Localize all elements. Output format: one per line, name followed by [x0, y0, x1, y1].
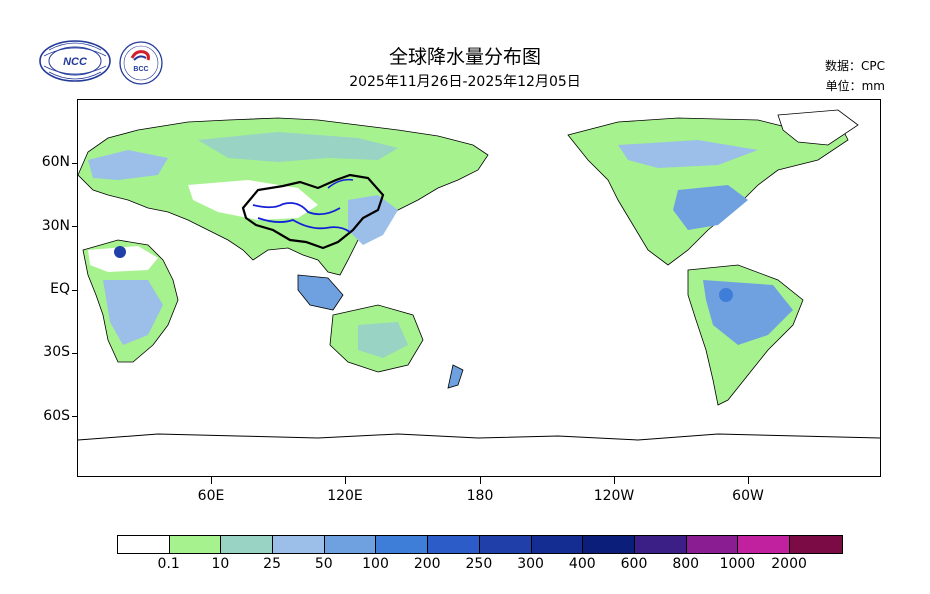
- lat-label-30s: 30S: [43, 344, 70, 360]
- lat-tick: [72, 353, 78, 354]
- lon-tick: [480, 477, 481, 484]
- ncc-logo: NCC: [38, 38, 112, 84]
- colorbar-swatch: [738, 536, 790, 553]
- colorbar-swatch: [479, 536, 532, 553]
- precip-maximum-africa: [114, 246, 126, 258]
- precip-maximum-amazon: [719, 288, 733, 302]
- lon-tick: [345, 477, 346, 484]
- lat-label-60n: 60N: [41, 154, 70, 170]
- lon-tick: [614, 477, 615, 484]
- lon-label-60w: 60W: [732, 488, 764, 504]
- date-range: 2025年11月26日-2025年12月05日: [349, 74, 581, 90]
- precip-australia: [358, 322, 408, 358]
- colorbar-level-label: 50: [314, 556, 333, 572]
- lat-tick: [72, 163, 78, 164]
- precip-europe: [88, 150, 168, 180]
- colorbar-level-label: 10: [211, 556, 230, 572]
- colorbar-swatch: [583, 536, 635, 553]
- precip-southeast-asia: [297, 274, 344, 311]
- lat-label-eq: EQ: [50, 281, 70, 297]
- lat-label-30n: 30N: [41, 218, 70, 234]
- lon-tick: [211, 477, 212, 484]
- lon-label-120w: 120W: [593, 488, 635, 504]
- colorbar-swatch: [686, 536, 739, 553]
- lat-tick: [72, 416, 78, 417]
- colorbar-level-label: 0.1: [157, 556, 180, 572]
- precip-east-asia: [348, 195, 398, 245]
- colorbar-level-label: 25: [263, 556, 281, 572]
- colorbar-level-label: 100: [362, 556, 389, 572]
- precip-central-africa: [103, 280, 163, 345]
- unit-label: 单位：mm: [825, 79, 885, 93]
- colorbar-swatch: [324, 536, 377, 553]
- precip-siberia: [198, 132, 398, 162]
- colorbar-swatch: [273, 536, 325, 553]
- colorbar-swatch: [634, 536, 687, 553]
- map-canvas: [78, 109, 880, 441]
- lat-tick: [72, 290, 78, 291]
- colorbar-swatch: [221, 536, 274, 553]
- precip-eastern-us: [673, 185, 748, 230]
- yangtze-river: [257, 217, 351, 233]
- bcc-logo: BCC: [118, 40, 164, 86]
- landmass-antarctica: [78, 433, 880, 441]
- amur-river: [327, 178, 354, 189]
- colorbar-level-label: 250: [465, 556, 493, 572]
- lon-label-180: 180: [466, 488, 494, 504]
- yellow-river: [252, 202, 341, 216]
- china-border: [241, 173, 385, 250]
- svg-text:BCC: BCC: [133, 66, 148, 73]
- data-source-label: 数据：CPC: [825, 59, 885, 73]
- lon-label-60e: 60E: [197, 488, 225, 504]
- colorbar-level-label: 300: [517, 556, 544, 572]
- lat-tick: [72, 226, 78, 227]
- precip-canada: [618, 140, 758, 168]
- colorbar-level-label: 600: [620, 556, 648, 572]
- colorbar-level-label: 400: [568, 556, 596, 572]
- colorbar-swatch: [118, 536, 170, 553]
- colorbar-swatch: [428, 536, 480, 553]
- lon-tick: [748, 477, 749, 484]
- colorbar-swatch: [376, 536, 429, 553]
- colorbar-level-label: 2000: [771, 556, 807, 572]
- landmass-new-zealand: [447, 364, 464, 389]
- colorbar-level-label: 1000: [719, 556, 756, 572]
- colorbar-swatch: [169, 536, 222, 553]
- colorbar-swatch: [531, 536, 584, 553]
- map-title: 全球降水量分布图: [388, 46, 541, 68]
- precipitation-map: [77, 99, 881, 477]
- svg-text:NCC: NCC: [63, 56, 88, 68]
- landmass-greenland: [777, 109, 859, 146]
- dry-central-asia: [188, 180, 318, 220]
- dry-sahara: [88, 246, 158, 272]
- colorbar-level-label: 800: [672, 556, 700, 572]
- lon-label-120e: 120E: [327, 488, 363, 504]
- colorbar-level-label: 200: [413, 556, 441, 572]
- lat-label-60s: 60S: [43, 408, 70, 424]
- colorbar-swatch: [789, 536, 842, 553]
- precipitation-colorbar: [117, 535, 843, 554]
